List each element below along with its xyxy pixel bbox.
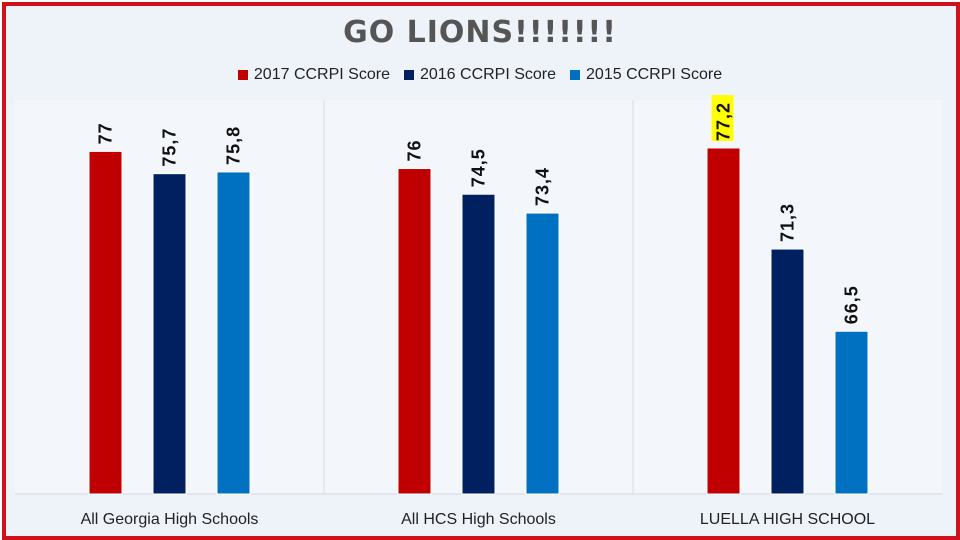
legend-label-2015: 2015 CCRPI Score xyxy=(586,66,723,83)
bar-2016-2 xyxy=(770,248,805,495)
legend-item-2016: 2016 CCRPI Score xyxy=(403,66,557,84)
bar-2015-0 xyxy=(216,171,251,495)
data-label: 75,7 xyxy=(160,128,180,167)
legend-swatch-2017 xyxy=(237,70,248,80)
bar-2017-2 xyxy=(706,147,741,495)
legend-item-2017: 2017 CCRPI Score xyxy=(237,66,390,84)
bar-2015-2 xyxy=(834,330,869,495)
data-label: 74,5 xyxy=(469,148,489,187)
bar-2017-1 xyxy=(397,168,432,495)
bar-2016-1 xyxy=(461,193,496,495)
legend-label-2017: 2017 CCRPI Score xyxy=(253,66,390,83)
data-label: 73,4 xyxy=(533,167,553,206)
legend-label-2016: 2016 CCRPI Score xyxy=(419,66,557,83)
legend-swatch-2016 xyxy=(403,70,414,80)
chart-title: GO LIONS!!!!!!! xyxy=(343,15,617,50)
legend-swatch-2015 xyxy=(570,70,581,80)
legend-item-2015: 2015 CCRPI Score xyxy=(570,66,722,84)
data-label: 77,2 xyxy=(714,102,734,141)
category-label: All HCS High Schools xyxy=(401,511,556,528)
data-label: 76 xyxy=(405,139,425,161)
bar-2016-0 xyxy=(152,173,187,495)
data-label: 66,5 xyxy=(842,285,862,324)
category-label: LUELLA HIGH SCHOOL xyxy=(700,511,875,528)
bar-2017-0 xyxy=(88,150,123,495)
legend: 2017 CCRPI Score 2016 CCRPI Score 2015 C… xyxy=(0,66,960,84)
data-label-highlight xyxy=(711,94,734,141)
category-label: All Georgia High Schools xyxy=(81,511,259,528)
data-label: 75,8 xyxy=(224,126,244,165)
data-label: 77 xyxy=(96,122,116,144)
data-label: 71,3 xyxy=(778,203,798,242)
bar-2015-1 xyxy=(525,212,560,495)
